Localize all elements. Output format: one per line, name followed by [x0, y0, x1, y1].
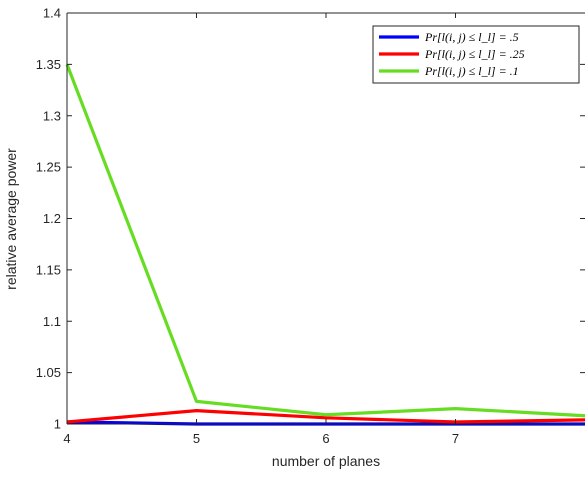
y-axis-label: relative average power	[3, 148, 19, 290]
x-axis-label: number of planes	[272, 453, 380, 469]
y-tick-label: 1	[54, 417, 61, 432]
y-tick-label: 1.3	[43, 108, 61, 123]
y-tick-label: 1.1	[43, 314, 61, 329]
y-tick-label: 1.35	[36, 57, 61, 72]
legend-label-2: Pr[l(i, j) ≤ l_l] = .25	[424, 47, 525, 61]
x-tick-label: 5	[193, 431, 200, 446]
y-tick-label: 1.25	[36, 160, 61, 175]
y-tick-label: 1.15	[36, 262, 61, 277]
y-tick-label: 1.4	[43, 6, 61, 21]
x-tick-label: 4	[63, 431, 70, 446]
x-tick-label: 6	[322, 431, 329, 446]
legend: Pr[l(i, j) ≤ l_l] = .5 Pr[l(i, j) ≤ l_l] …	[373, 26, 579, 83]
legend-label-1: Pr[l(i, j) ≤ l_l] = .5	[424, 30, 519, 44]
y-tick-label: 1.2	[43, 211, 61, 226]
y-tick-label: 1.05	[36, 365, 61, 380]
x-tick-label: 7	[452, 431, 459, 446]
legend-label-3: Pr[l(i, j) ≤ l_l] = .1	[424, 64, 519, 78]
